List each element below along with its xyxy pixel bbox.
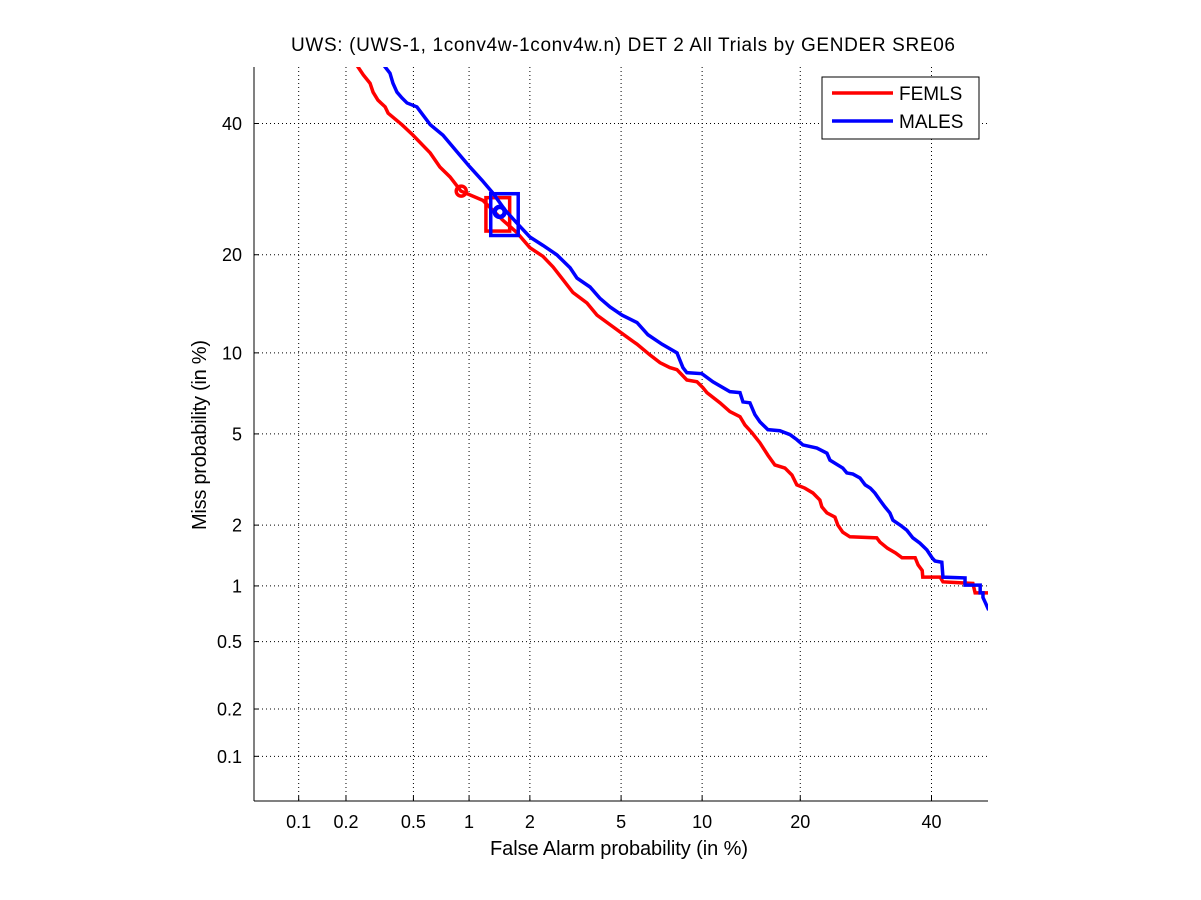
y-tick-label: 1 [232, 576, 242, 596]
x-tick-label: 0.2 [333, 812, 358, 832]
y-tick-label: 10 [222, 343, 242, 363]
x-tick-label: 0.1 [286, 812, 311, 832]
x-tick-label: 5 [616, 812, 626, 832]
x-axis-label: False Alarm probability (in %) [490, 838, 748, 860]
min-dcf-circle-marker-males [492, 204, 507, 220]
chart-title: UWS: (UWS-1, 1conv4w-1conv4w.n) DET 2 Al… [291, 35, 955, 56]
x-tick-label: 40 [921, 812, 941, 832]
decision-box-marker-males [488, 191, 520, 238]
min-dcf-circle-marker-femls [454, 184, 468, 198]
y-tick-label: 40 [222, 114, 242, 134]
legend: FEMLS MALES [821, 76, 980, 140]
x-tick-label: 10 [692, 812, 712, 832]
y-tick-label: 5 [232, 424, 242, 444]
y-tick-label: 0.2 [217, 700, 242, 720]
x-tick-label: 1 [464, 812, 474, 832]
y-axis-label: Miss probability (in %) [189, 340, 211, 530]
legend-label-femls: FEMLS [899, 84, 962, 105]
legend-label-males: MALES [899, 112, 963, 133]
y-tick-label: 2 [232, 516, 242, 536]
ticks [254, 123, 932, 801]
series-line-femls [355, 67, 988, 595]
series-line-males [382, 67, 988, 611]
legend-box [821, 76, 980, 140]
x-tick-label: 0.5 [401, 812, 426, 832]
y-tick-label: 0.5 [217, 632, 242, 652]
y-tick-label: 20 [222, 245, 242, 265]
x-tick-label: 20 [790, 812, 810, 832]
y-tick-label: 0.1 [217, 747, 242, 767]
x-tick-label: 2 [525, 812, 535, 832]
series [355, 67, 988, 611]
